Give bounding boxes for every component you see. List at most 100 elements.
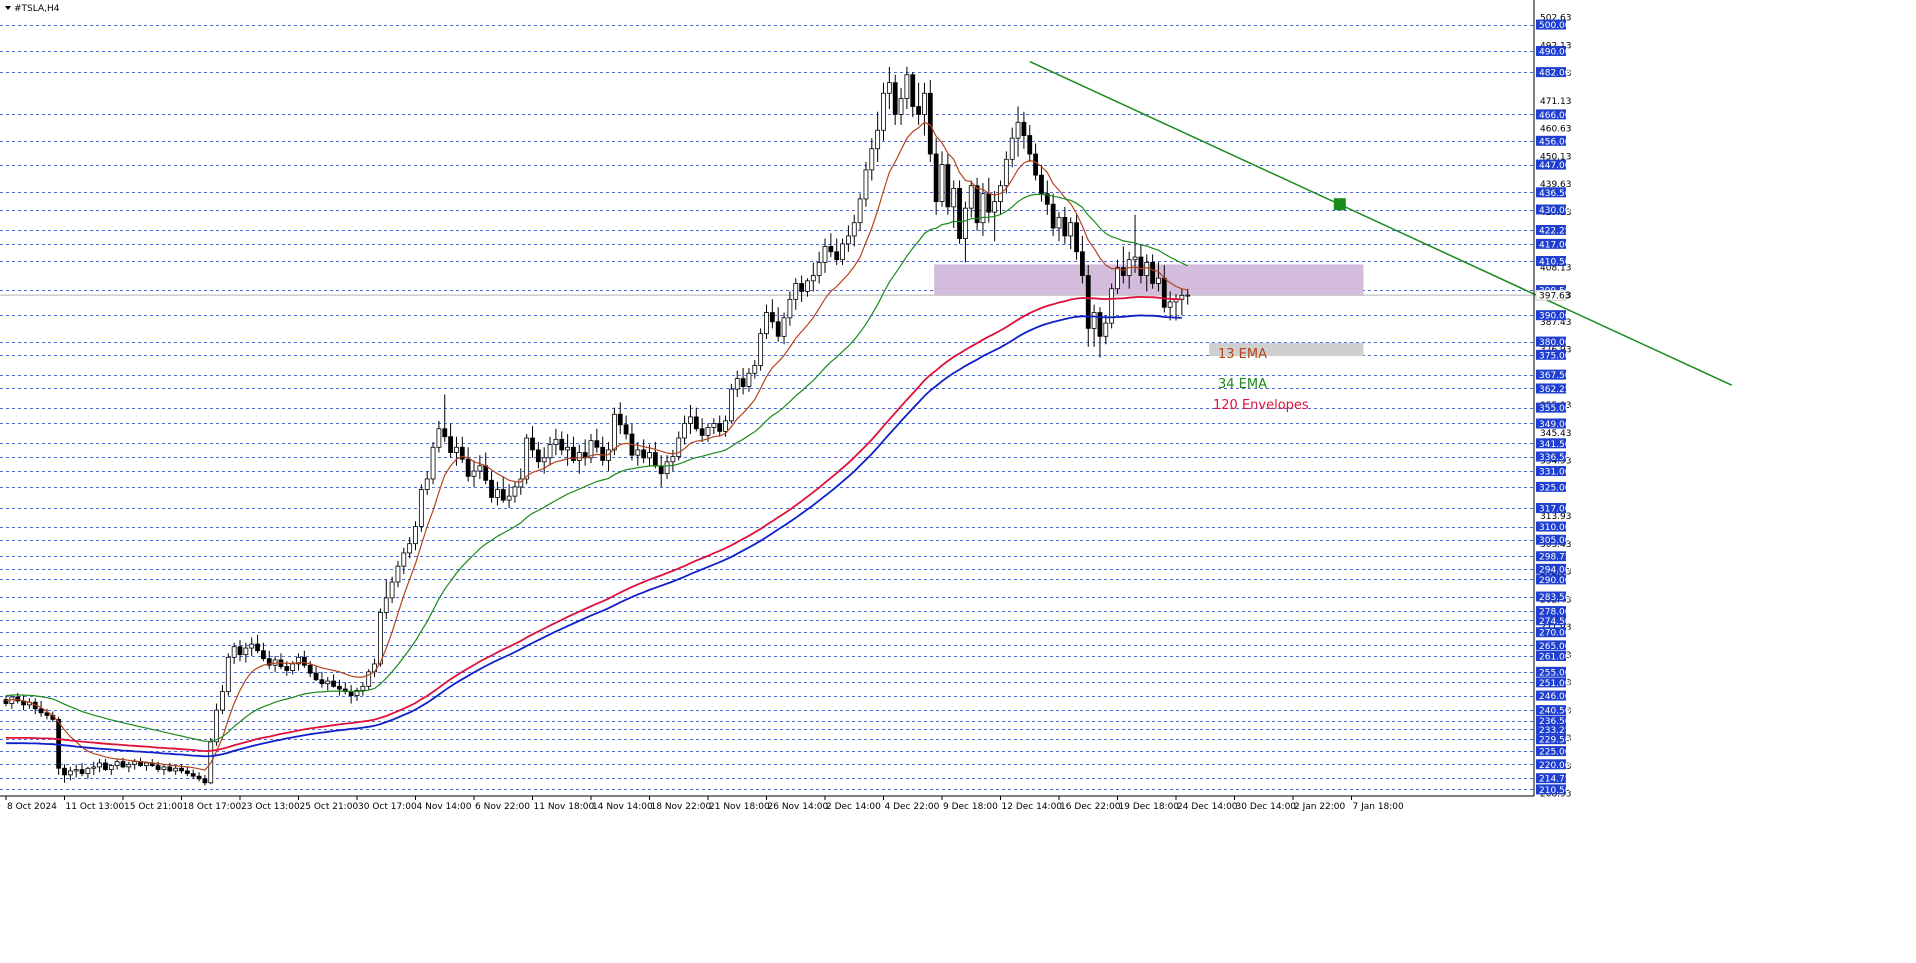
candle[interactable] [389,576,395,604]
price-level-tag[interactable] [1536,187,1566,198]
candle[interactable] [1074,214,1079,260]
candle[interactable] [1109,283,1115,329]
candle[interactable] [1103,315,1109,345]
candle[interactable] [255,634,260,654]
candle[interactable] [682,415,687,445]
candle[interactable] [1009,127,1015,168]
candle[interactable] [898,87,904,125]
price-level-tag[interactable] [1536,591,1566,602]
candle[interactable] [296,653,301,671]
candle[interactable] [740,368,746,395]
price-level-tag[interactable] [1536,238,1566,249]
price-level-tag[interactable] [1536,705,1566,716]
candle[interactable] [869,138,875,181]
price-level-tag[interactable] [1536,534,1566,545]
candle[interactable] [331,674,337,688]
trendline-anchor-handle[interactable] [1333,198,1346,211]
candle[interactable] [699,418,705,442]
price-level-tag[interactable] [1536,204,1566,215]
candle[interactable] [1068,217,1074,250]
candle[interactable] [758,328,764,371]
candle[interactable] [1156,262,1161,292]
candle[interactable] [617,402,623,435]
price-level-tag[interactable] [1536,784,1566,795]
candle[interactable] [963,201,968,263]
candle[interactable] [1132,214,1138,273]
candle[interactable] [1021,111,1027,149]
candle[interactable] [664,455,670,479]
candle[interactable] [822,238,828,273]
candle[interactable] [559,431,565,456]
candle[interactable] [489,471,494,503]
candle[interactable] [816,251,822,284]
price-level-tag[interactable] [1536,521,1566,532]
price-level-tag[interactable] [1536,627,1566,638]
candle[interactable] [1091,304,1097,347]
candle[interactable] [190,769,196,779]
candle[interactable] [933,138,939,215]
support-zone[interactable] [1209,342,1364,357]
trendline-group[interactable] [1029,60,1733,386]
price-level-tag[interactable] [1536,336,1566,347]
candle[interactable] [881,82,886,141]
candle[interactable] [354,687,360,701]
candle[interactable] [407,537,413,559]
candle[interactable] [1085,264,1091,347]
candle[interactable] [319,671,325,688]
candle[interactable] [594,428,600,453]
price-level-tag[interactable] [1536,640,1566,651]
candle[interactable] [103,759,108,771]
price-level-tag[interactable] [1536,369,1566,380]
candle[interactable] [1185,288,1191,305]
candle[interactable] [1056,212,1062,242]
candle[interactable] [939,151,945,207]
candle[interactable] [565,434,570,466]
price-level-tag[interactable] [1536,503,1566,514]
candle[interactable] [676,431,682,461]
candle[interactable] [220,685,225,715]
price-level-tag[interactable] [1536,677,1566,688]
price-level-tag[interactable] [1536,481,1566,492]
candle[interactable] [1097,307,1103,358]
candle[interactable] [214,703,220,746]
price-level-tag[interactable] [1536,759,1566,770]
price-level-tag[interactable] [1536,615,1566,626]
price-level-tag[interactable] [1536,650,1566,661]
price-level-tag[interactable] [1536,574,1566,585]
price-level-tag[interactable] [1536,109,1566,120]
candle[interactable] [588,434,594,464]
candle[interactable] [875,111,881,162]
candle[interactable] [114,759,120,770]
candle[interactable] [1050,193,1056,236]
price-level-tag[interactable] [1536,606,1566,617]
candle[interactable] [360,682,366,696]
candle[interactable] [693,407,699,432]
price-level-tag[interactable] [1536,418,1566,429]
candle[interactable] [161,764,167,775]
candle[interactable] [635,441,641,466]
candle[interactable] [793,278,799,310]
candle[interactable] [430,441,436,485]
envelope-lower-line[interactable] [6,314,1182,758]
price-level-tag[interactable] [1536,551,1566,562]
candle[interactable] [968,180,974,218]
candle[interactable] [126,761,132,773]
candle[interactable] [734,370,740,398]
candle[interactable] [442,394,448,442]
candle[interactable] [974,177,980,231]
price-level-tag[interactable] [1536,746,1566,757]
candle[interactable] [1120,246,1126,284]
candle[interactable] [1039,164,1044,202]
candle[interactable] [506,484,512,509]
candle[interactable] [436,420,442,453]
price-level-tag[interactable] [1536,383,1566,394]
candle[interactable] [840,238,845,265]
candle[interactable] [313,666,319,682]
price-level-tag[interactable] [1536,224,1566,235]
price-level-tag[interactable] [1536,349,1566,360]
candle[interactable] [62,764,67,783]
candle[interactable] [337,679,342,696]
candle[interactable] [892,74,898,125]
candle[interactable] [641,439,647,464]
